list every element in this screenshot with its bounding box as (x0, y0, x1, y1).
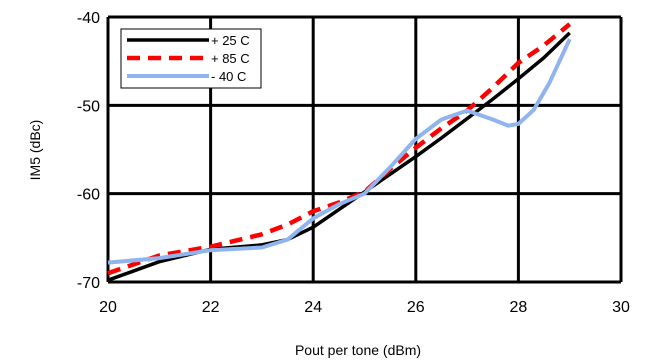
x-tick-label: 24 (304, 299, 322, 316)
legend-label-2: - 40 C (211, 69, 246, 84)
y-tick-label: -40 (77, 10, 100, 27)
x-tick-label: 22 (202, 299, 220, 316)
x-tick-label: 20 (99, 299, 117, 316)
series-line-2 (107, 38, 572, 265)
y-axis-label: IM5 (dBc) (27, 120, 43, 181)
x-tick-label: 26 (407, 299, 425, 316)
series-lines (107, 22, 572, 282)
legend-label-0: + 25 C (211, 33, 250, 48)
legend: + 25 C + 85 C - 40 C (120, 28, 262, 89)
series-line-1 (107, 22, 572, 276)
y-tick-label: -70 (77, 275, 100, 292)
legend-label-1: + 85 C (211, 51, 250, 66)
x-tick-label: 28 (510, 299, 528, 316)
y-tick-label: -50 (77, 98, 100, 115)
tick-labels: 20 22 24 26 28 30 -40 -50 -60 -70 (77, 10, 630, 316)
grid (106, 15, 623, 284)
x-axis-label: Pout per tone (dBm) (295, 342, 421, 358)
y-tick-label: -60 (77, 187, 100, 204)
x-tick-label: 30 (612, 299, 630, 316)
